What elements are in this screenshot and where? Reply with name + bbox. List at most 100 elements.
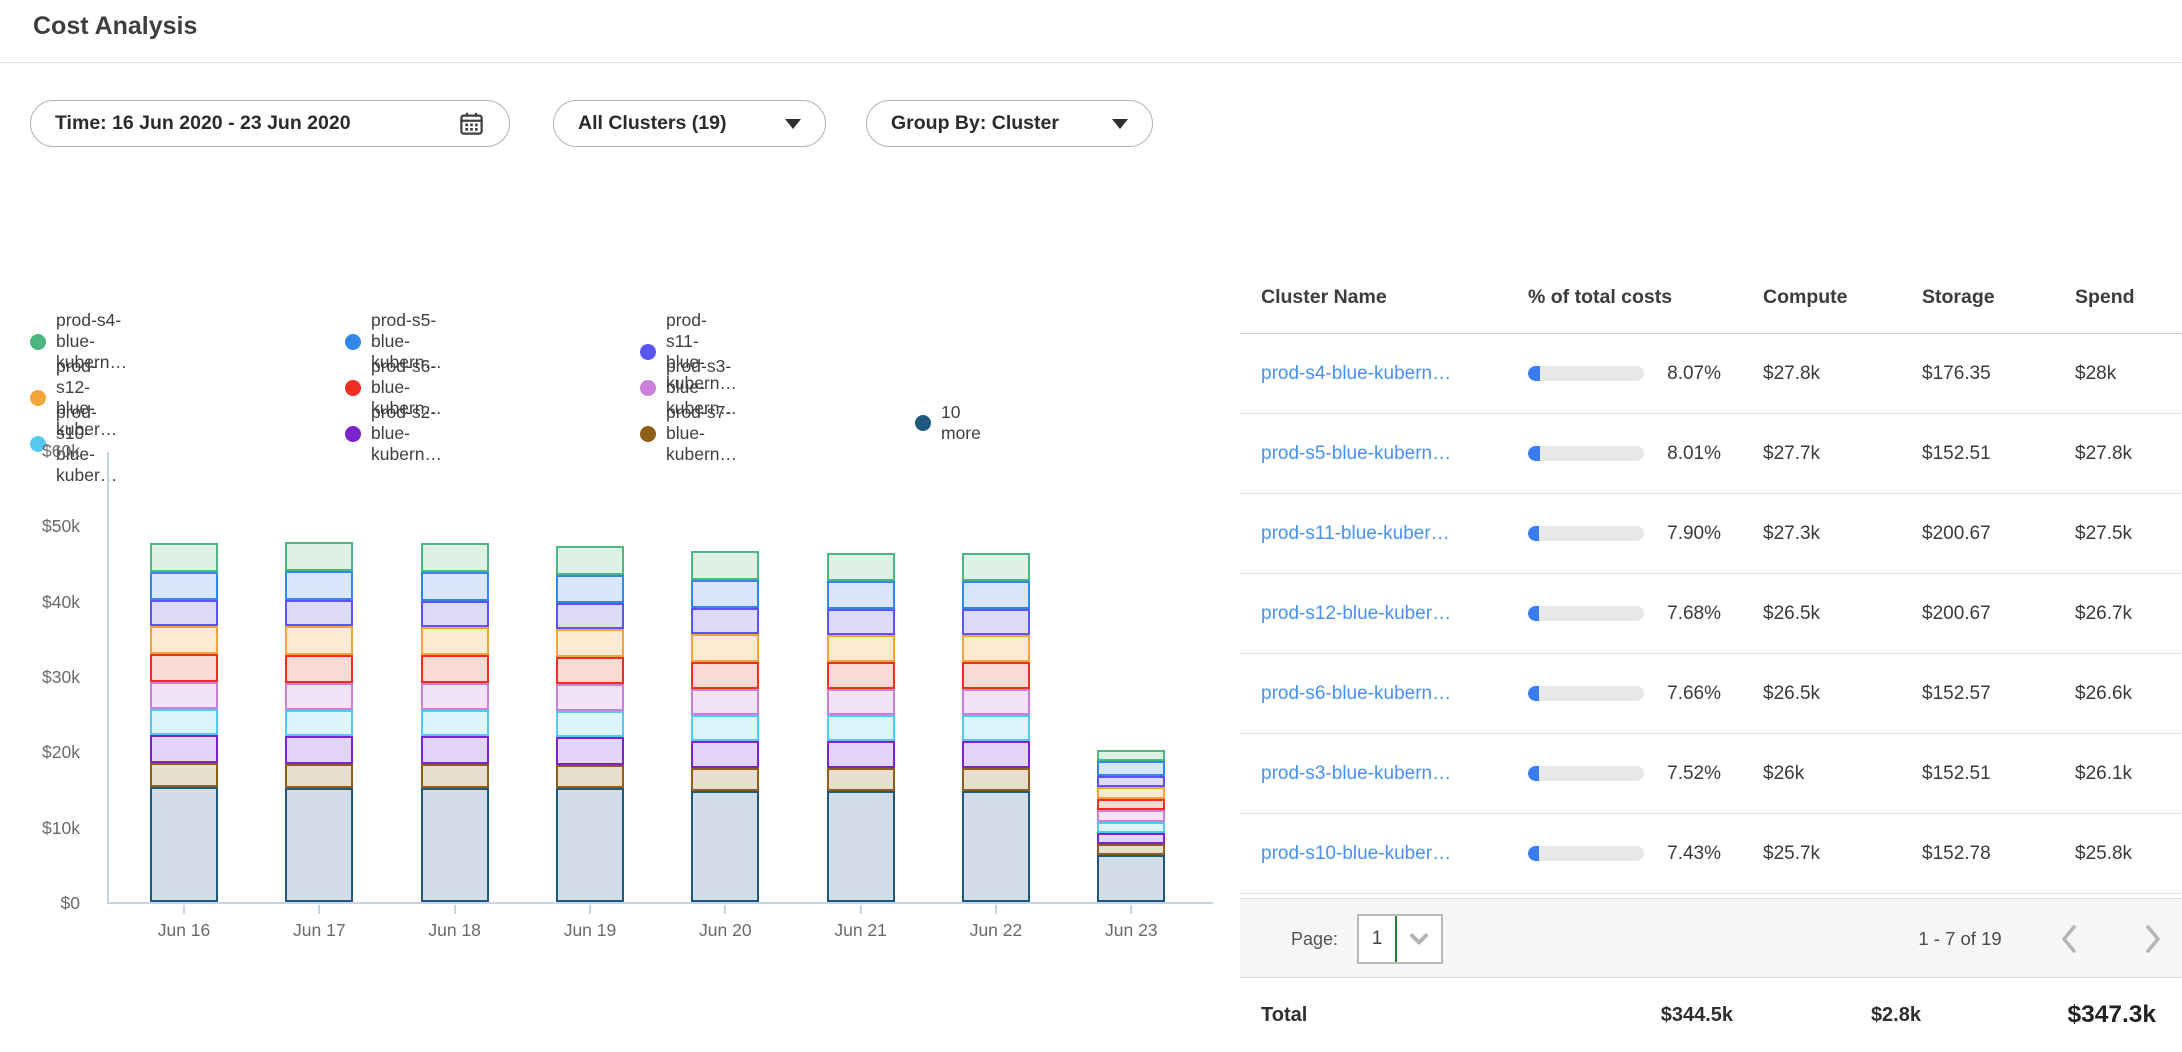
bar-segment[interactable]: [962, 768, 1030, 791]
bar-segment[interactable]: [150, 709, 218, 735]
bar-segment[interactable]: [421, 710, 489, 736]
cluster-name-link[interactable]: prod-s5-blue-kubern…: [1261, 414, 1451, 493]
cluster-name-link[interactable]: prod-s6-blue-kubern…: [1261, 654, 1451, 733]
bar-segment[interactable]: [827, 768, 895, 791]
bar-segment[interactable]: [421, 601, 489, 627]
bar-segment[interactable]: [962, 581, 1030, 609]
bar-segment[interactable]: [827, 715, 895, 741]
bar-segment[interactable]: [556, 575, 624, 603]
bar-segment[interactable]: [421, 655, 489, 683]
bar-segment[interactable]: [556, 737, 624, 765]
bar-segment[interactable]: [150, 735, 218, 763]
bar-segment[interactable]: [556, 711, 624, 737]
bar-segment[interactable]: [285, 736, 353, 764]
bar-segment[interactable]: [285, 542, 353, 571]
bar-segment[interactable]: [691, 634, 759, 662]
stacked-bar-jun-16[interactable]: [150, 543, 218, 902]
bar-segment[interactable]: [285, 710, 353, 736]
bar-segment[interactable]: [285, 764, 353, 788]
bar-segment[interactable]: [827, 609, 895, 635]
bar-segment[interactable]: [421, 788, 489, 902]
bar-segment[interactable]: [962, 662, 1030, 689]
bar-segment[interactable]: [1097, 761, 1165, 776]
next-page-button[interactable]: [2138, 899, 2168, 979]
bar-segment[interactable]: [556, 546, 624, 575]
cluster-name-link[interactable]: prod-s4-blue-kubern…: [1261, 334, 1451, 413]
bar-segment[interactable]: [827, 689, 895, 715]
bar-segment[interactable]: [421, 572, 489, 601]
bar-segment[interactable]: [421, 543, 489, 572]
bar-segment[interactable]: [962, 635, 1030, 662]
bar-segment[interactable]: [827, 553, 895, 581]
bar-segment[interactable]: [962, 741, 1030, 768]
bar-segment[interactable]: [421, 764, 489, 788]
bar-segment[interactable]: [1097, 799, 1165, 810]
bar-segment[interactable]: [1097, 822, 1165, 833]
bar-segment[interactable]: [691, 715, 759, 741]
clusters-filter-dropdown[interactable]: All Clusters (19): [553, 100, 826, 147]
bar-segment[interactable]: [285, 655, 353, 683]
bar-segment[interactable]: [827, 581, 895, 609]
bar-segment[interactable]: [150, 763, 218, 787]
bar-segment[interactable]: [1097, 776, 1165, 787]
bar-segment[interactable]: [556, 629, 624, 657]
bar-segment[interactable]: [285, 571, 353, 600]
bar-segment[interactable]: [962, 715, 1030, 741]
bar-segment[interactable]: [691, 608, 759, 634]
bar-segment[interactable]: [1097, 833, 1165, 844]
bar-segment[interactable]: [827, 662, 895, 689]
legend-item[interactable]: 10 more: [915, 402, 981, 444]
bar-segment[interactable]: [1097, 844, 1165, 855]
page-select[interactable]: 1: [1357, 914, 1443, 964]
cluster-name-link[interactable]: prod-s12-blue-kuber…: [1261, 574, 1451, 653]
bar-segment[interactable]: [556, 765, 624, 788]
bar-segment[interactable]: [556, 684, 624, 711]
bar-segment[interactable]: [556, 788, 624, 902]
bar-segment[interactable]: [1097, 750, 1165, 761]
cluster-name-link[interactable]: prod-s11-blue-kuber…: [1261, 494, 1450, 573]
bar-segment[interactable]: [150, 626, 218, 654]
stacked-bar-jun-23[interactable]: [1097, 750, 1165, 902]
bar-segment[interactable]: [150, 572, 218, 600]
bar-segment[interactable]: [556, 603, 624, 629]
stacked-bar-jun-22[interactable]: [962, 553, 1030, 902]
previous-page-button[interactable]: [2054, 899, 2084, 979]
bar-segment[interactable]: [827, 791, 895, 902]
bar-segment[interactable]: [1097, 855, 1165, 902]
bar-segment[interactable]: [691, 768, 759, 791]
bar-segment[interactable]: [150, 682, 218, 709]
group-by-dropdown[interactable]: Group By: Cluster: [866, 100, 1153, 147]
stacked-bar-jun-21[interactable]: [827, 553, 895, 902]
bar-segment[interactable]: [691, 689, 759, 715]
stacked-bar-jun-18[interactable]: [421, 543, 489, 902]
bar-segment[interactable]: [150, 654, 218, 682]
stacked-bar-jun-20[interactable]: [691, 551, 759, 902]
bar-segment[interactable]: [150, 787, 218, 902]
bar-segment[interactable]: [421, 683, 489, 710]
bar-segment[interactable]: [962, 609, 1030, 635]
bar-segment[interactable]: [150, 600, 218, 626]
bar-segment[interactable]: [827, 635, 895, 662]
bar-segment[interactable]: [1097, 787, 1165, 799]
bar-segment[interactable]: [691, 551, 759, 580]
bar-segment[interactable]: [285, 626, 353, 655]
time-range-filter-button[interactable]: Time: 16 Jun 2020 - 23 Jun 2020: [30, 100, 510, 147]
bar-segment[interactable]: [285, 600, 353, 626]
stacked-bar-jun-17[interactable]: [285, 542, 353, 902]
bar-segment[interactable]: [285, 788, 353, 902]
bar-segment[interactable]: [691, 791, 759, 902]
stacked-bar-jun-19[interactable]: [556, 546, 624, 902]
bar-segment[interactable]: [827, 741, 895, 768]
bar-segment[interactable]: [1097, 810, 1165, 822]
bar-segment[interactable]: [421, 627, 489, 655]
bar-segment[interactable]: [285, 683, 353, 710]
bar-segment[interactable]: [421, 736, 489, 764]
bar-segment[interactable]: [556, 657, 624, 684]
bar-segment[interactable]: [962, 689, 1030, 715]
cluster-name-link[interactable]: prod-s3-blue-kubern…: [1261, 734, 1451, 813]
bar-segment[interactable]: [962, 791, 1030, 902]
bar-segment[interactable]: [691, 741, 759, 768]
bar-segment[interactable]: [962, 553, 1030, 581]
bar-segment[interactable]: [150, 543, 218, 572]
cluster-name-link[interactable]: prod-s10-blue-kuber…: [1261, 814, 1451, 893]
